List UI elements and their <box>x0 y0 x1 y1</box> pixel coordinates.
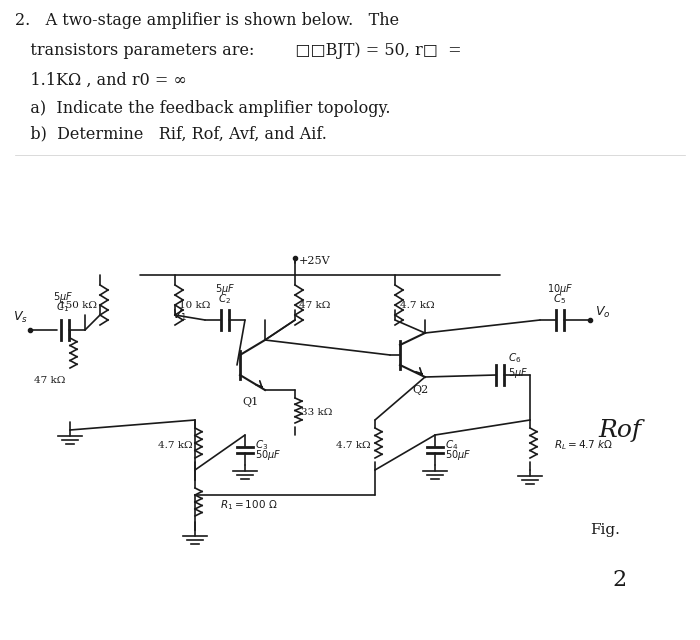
Text: b)  Determine   Rif, Rof, Avf, and Aif.: b) Determine Rif, Rof, Avf, and Aif. <box>15 125 327 142</box>
Text: Q1: Q1 <box>242 397 258 407</box>
Text: Q2: Q2 <box>412 385 428 395</box>
Text: 47 kΩ: 47 kΩ <box>34 376 66 385</box>
Text: Fig.: Fig. <box>590 523 620 537</box>
Text: transistors parameters are:        □□BJT) = 50, r□  =: transistors parameters are: □□BJT) = 50,… <box>15 42 461 59</box>
Text: $5\mu F$: $5\mu F$ <box>508 366 528 380</box>
Text: 4.7 kΩ: 4.7 kΩ <box>336 440 370 449</box>
Text: 150 kΩ: 150 kΩ <box>59 301 97 310</box>
Text: 2: 2 <box>613 569 627 591</box>
Text: $C_2$: $C_2$ <box>218 292 232 306</box>
Text: $50\mu F$: $50\mu F$ <box>255 448 281 462</box>
Text: $R_1 = 100\ \Omega$: $R_1 = 100\ \Omega$ <box>220 498 277 512</box>
Text: 2.   A two-stage amplifier is shown below.   The: 2. A two-stage amplifier is shown below.… <box>15 12 399 29</box>
Text: $C_5$: $C_5$ <box>554 292 566 306</box>
Text: a)  Indicate the feedback amplifier topology.: a) Indicate the feedback amplifier topol… <box>15 100 391 117</box>
Text: +25V: +25V <box>299 256 330 266</box>
Text: 4.7 kΩ: 4.7 kΩ <box>400 301 434 310</box>
Text: 33 kΩ: 33 kΩ <box>301 408 332 417</box>
Text: 4.7 kΩ: 4.7 kΩ <box>158 440 192 449</box>
Text: $10\mu F$: $10\mu F$ <box>547 282 573 296</box>
Text: $V_o$: $V_o$ <box>595 305 610 319</box>
Text: $C_6$: $C_6$ <box>508 351 522 365</box>
Text: $C_4$: $C_4$ <box>445 438 458 452</box>
Text: $50\mu F$: $50\mu F$ <box>445 448 471 462</box>
Text: $5\mu F$: $5\mu F$ <box>215 282 235 296</box>
Text: $C_1$: $C_1$ <box>57 300 69 314</box>
Text: $V_s$: $V_s$ <box>13 310 27 325</box>
Text: $R_L = 4.7\ k\Omega$: $R_L = 4.7\ k\Omega$ <box>554 438 613 452</box>
Text: 10 kΩ: 10 kΩ <box>179 301 211 310</box>
Text: $C_3$: $C_3$ <box>255 438 268 452</box>
Text: $5\mu F$: $5\mu F$ <box>53 290 73 304</box>
Text: Rof: Rof <box>598 419 642 442</box>
Text: 47 kΩ: 47 kΩ <box>300 301 330 310</box>
Text: 1.1KΩ , and r0 = ∞: 1.1KΩ , and r0 = ∞ <box>15 72 187 89</box>
Text: $V_1$: $V_1$ <box>172 308 188 323</box>
